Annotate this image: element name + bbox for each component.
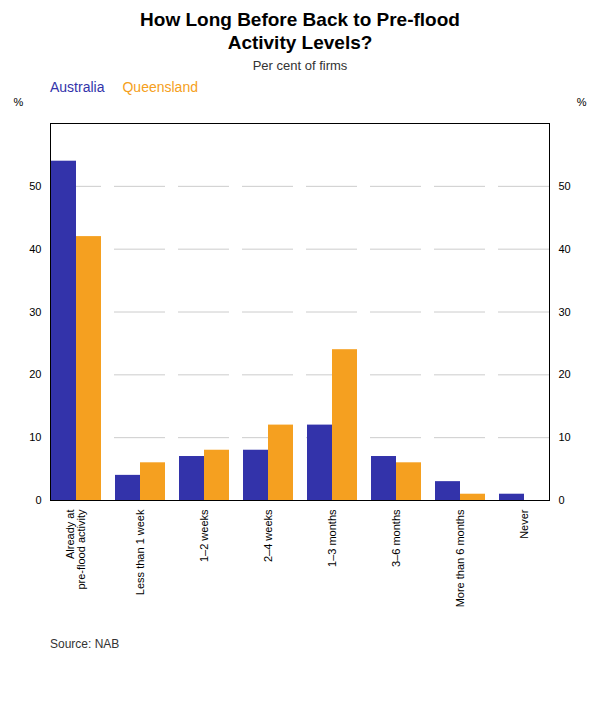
svg-text:1–2 weeks: 1–2 weeks [198,509,210,562]
svg-text:1–3 months: 1–3 months [326,509,338,567]
svg-text:50: 50 [29,180,41,192]
svg-text:20: 20 [559,368,571,380]
svg-text:30: 30 [29,306,41,318]
svg-text:Never: Never [518,509,530,539]
svg-text:30: 30 [559,306,571,318]
html-text:How Long Before Back to Pre-fl: How Long Before Back to Pre-flood Activi… [140,9,460,53]
svg-text:More than 6 months: More than 6 months [454,509,466,607]
html-text:Per cent of firms: Per cent of firms [252,58,348,73]
svg-text:40: 40 [29,243,41,255]
svg-text:50: 50 [559,180,571,192]
svg-text:20: 20 [29,368,41,380]
svg-text:%: % [577,96,587,108]
svg-text:10: 10 [29,431,41,443]
svg-text:0: 0 [35,494,41,506]
svg-text:40: 40 [559,243,571,255]
svg-text:10: 10 [559,431,571,443]
html-text:Australia: Australia [50,79,105,95]
svg-text:%: % [14,96,24,108]
svg-text:0: 0 [559,494,565,506]
svg-text:Less than 1 week: Less than 1 week [134,509,146,595]
svg-text:3–6 months: 3–6 months [390,509,402,567]
html-text:Queensland: Queensland [122,79,198,95]
svg-text:2–4 weeks: 2–4 weeks [262,509,274,562]
svg-text:Already atpre-flood activity: Already atpre-flood activity [64,509,87,590]
html-text:Source: NAB: Source: NAB [50,637,120,651]
